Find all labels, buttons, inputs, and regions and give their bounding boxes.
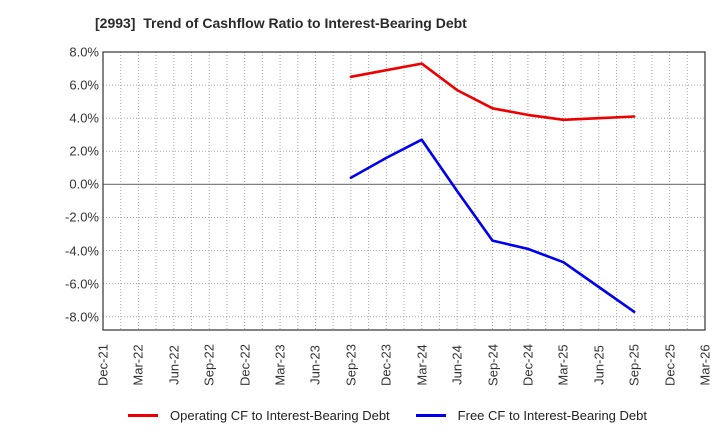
y-tick-label: 0.0% [69, 176, 99, 192]
y-tick-label: 8.0% [69, 44, 99, 60]
x-tick-label: Dec-24 [520, 344, 536, 386]
x-tick-label: Sep-23 [343, 344, 359, 386]
y-tick-label: -4.0% [65, 243, 99, 259]
free-cf-line [349, 138, 636, 314]
chart-legend: Operating CF to Interest-Bearing Debt Fr… [0, 404, 720, 426]
free-cf-line-icon [415, 413, 446, 417]
chart-title: [2993] Trend of Cashflow Ratio to Intere… [95, 15, 467, 31]
legend-label-free-cf: Free CF to Interest-Bearing Debt [457, 407, 647, 423]
operating-cf-line-icon [128, 413, 158, 417]
y-tick-label: -2.0% [65, 209, 99, 225]
legend-label-operating-cf: Operating CF to Interest-Bearing Debt [170, 407, 390, 423]
y-tick-label: 4.0% [69, 110, 99, 126]
x-tick-label: Sep-24 [485, 344, 501, 386]
legend-item-operating-cf: Operating CF to Interest-Bearing Debt [128, 408, 390, 423]
operating-cf-line [349, 62, 636, 122]
x-tick-label: Sep-22 [201, 344, 217, 386]
x-tick-label: Dec-22 [237, 344, 253, 386]
x-tick-label: Mar-26 [697, 344, 713, 386]
x-tick-label: Jun-24 [449, 345, 465, 385]
y-tick-label: -8.0% [65, 309, 99, 325]
x-tick-label: Mar-25 [555, 344, 571, 386]
x-tick-label: Mar-24 [414, 344, 430, 386]
x-tick-label: Dec-21 [95, 344, 111, 386]
x-tick-label: Jun-23 [307, 345, 323, 385]
y-tick-label: -6.0% [65, 276, 99, 292]
plot-border [102, 51, 706, 331]
x-tick-label: Mar-23 [272, 344, 288, 386]
legend-item-free-cf: Free CF to Interest-Bearing Debt [415, 407, 647, 423]
x-tick-label: Jun-25 [591, 345, 607, 385]
x-tick-label: Sep-25 [626, 344, 642, 386]
x-tick-label: Dec-25 [662, 344, 678, 386]
x-tick-label: Jun-22 [166, 345, 182, 385]
x-tick-label: Mar-22 [130, 344, 146, 386]
y-tick-label: 2.0% [69, 143, 99, 159]
y-tick-label: 6.0% [69, 77, 99, 93]
x-tick-label: Dec-23 [378, 344, 394, 386]
